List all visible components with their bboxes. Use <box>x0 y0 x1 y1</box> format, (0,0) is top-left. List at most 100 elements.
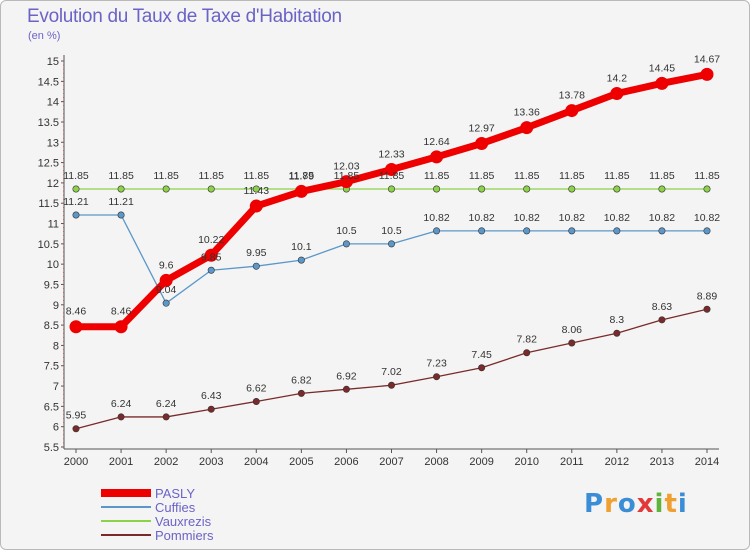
data-label: 8.46 <box>66 306 87 318</box>
logo-letter: r <box>604 489 618 519</box>
data-label: 9.85 <box>201 251 222 263</box>
data-label: 6.92 <box>336 370 357 382</box>
data-point <box>703 227 711 235</box>
data-label: 12.97 <box>469 122 495 134</box>
data-label: 14.45 <box>649 62 675 74</box>
data-label: 11.85 <box>604 170 630 182</box>
data-label: 11.85 <box>649 170 675 182</box>
data-point <box>658 227 666 235</box>
y-tick-label: 8 <box>53 340 59 352</box>
data-point <box>117 185 125 193</box>
data-point <box>523 185 531 193</box>
y-tick-label: 13 <box>47 137 59 149</box>
y-tick-label: 10 <box>47 259 59 271</box>
y-tick-label: 12.5 <box>38 158 59 170</box>
data-label: 9.04 <box>156 284 177 296</box>
data-label: 6.82 <box>291 374 312 386</box>
data-label: 11.85 <box>334 170 360 182</box>
data-point <box>387 381 395 389</box>
data-point <box>204 248 218 262</box>
y-tick-label: 15 <box>47 56 59 68</box>
data-label: 11.85 <box>108 170 134 182</box>
data-label: 6.62 <box>246 382 267 394</box>
chart-subtitle: (en %) <box>28 30 61 42</box>
y-tick-label: 11 <box>48 219 59 231</box>
data-point <box>613 227 621 235</box>
data-point <box>342 240 350 248</box>
data-label: 10.82 <box>649 212 675 224</box>
data-point <box>342 385 350 393</box>
logo-letter: i <box>677 489 688 519</box>
data-point <box>72 185 80 193</box>
x-tick-label: 2005 <box>289 456 313 468</box>
data-point <box>613 185 621 193</box>
data-point <box>387 185 395 193</box>
data-label: 13.78 <box>559 90 585 102</box>
data-point <box>162 413 170 421</box>
data-label: 6.24 <box>156 398 177 410</box>
x-tick-label: 2010 <box>514 456 538 468</box>
data-point <box>385 162 398 176</box>
x-tick-label: 2000 <box>64 456 88 468</box>
data-point <box>69 320 83 334</box>
data-label: 10.5 <box>336 225 357 237</box>
data-point <box>117 413 125 421</box>
y-tick-label: 13.5 <box>38 117 59 129</box>
y-tick-label: 11.5 <box>38 198 59 210</box>
data-point <box>114 320 128 334</box>
data-point <box>523 227 531 235</box>
logo-letter: t <box>664 489 678 519</box>
data-point <box>117 211 125 219</box>
data-point <box>568 227 576 235</box>
data-label: 11.85 <box>244 170 270 182</box>
data-point <box>700 67 714 81</box>
data-point <box>520 121 534 135</box>
data-point <box>565 104 579 118</box>
y-tick-label: 9.5 <box>44 279 59 291</box>
data-point <box>252 185 260 193</box>
data-label: 8.89 <box>697 290 718 302</box>
data-point <box>475 136 489 150</box>
data-point <box>610 87 624 101</box>
data-label: 14.67 <box>694 53 720 65</box>
logo-letter: x <box>636 489 655 519</box>
data-point <box>433 227 441 235</box>
data-point <box>249 199 263 213</box>
data-label: 8.3 <box>610 314 625 326</box>
data-point <box>159 273 173 287</box>
x-tick-label: 2003 <box>199 456 223 468</box>
x-tick-label: 2008 <box>424 456 448 468</box>
y-tick-label: 9 <box>53 300 59 312</box>
x-tick-label: 2013 <box>650 456 674 468</box>
data-label: 11.21 <box>63 196 89 208</box>
data-point <box>433 373 441 381</box>
data-point <box>430 150 444 164</box>
data-label: 11.85 <box>63 170 89 182</box>
data-point <box>478 185 486 193</box>
data-label: 9.6 <box>159 259 174 271</box>
y-tick-label: 14 <box>47 97 59 109</box>
data-label: 7.45 <box>471 349 492 361</box>
x-tick-label: 2014 <box>695 456 719 468</box>
x-tick-label: 2011 <box>560 456 584 468</box>
data-point <box>207 185 215 193</box>
data-point <box>658 185 666 193</box>
data-point <box>207 266 215 274</box>
data-label: 8.46 <box>111 306 132 318</box>
data-label: 12.33 <box>378 148 404 160</box>
data-point <box>568 339 576 347</box>
data-point <box>162 185 170 193</box>
data-point <box>433 185 441 193</box>
data-point <box>387 240 395 248</box>
data-label: 12.64 <box>423 136 449 148</box>
data-point <box>613 329 621 337</box>
data-point <box>478 364 486 372</box>
data-label: 5.95 <box>66 410 87 422</box>
legend-label: PASLY <box>155 486 195 501</box>
data-label: 11.85 <box>514 170 540 182</box>
data-label: 8.06 <box>562 324 583 336</box>
y-tick-label: 6.5 <box>44 401 59 413</box>
x-tick-label: 2012 <box>605 456 629 468</box>
x-tick-label: 2007 <box>379 456 403 468</box>
